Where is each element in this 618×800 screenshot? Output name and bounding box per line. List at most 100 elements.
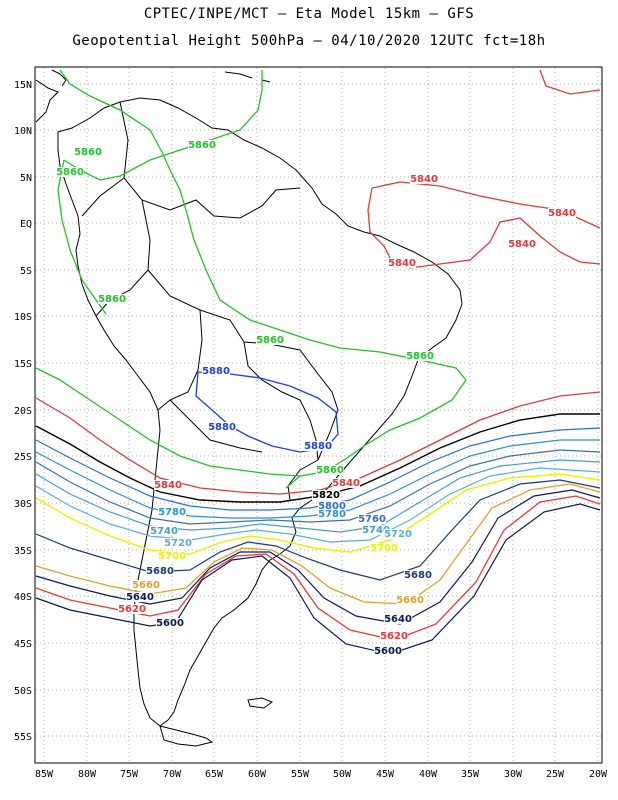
contour-label: 5840 [548,208,576,219]
contour-label-bg [396,595,424,605]
lat-tick-label: EQ [20,219,32,230]
lat-tick-label: 50S [14,686,32,697]
lon-tick-label: 30W [504,769,523,780]
lat-tick-label: 30S [14,499,32,510]
contour-label-bg [146,566,174,576]
lat-tick-label: 45S [14,639,32,650]
lon-tick-label: 75W [120,769,139,780]
latitude-labels: 15N 10N 5N EQ 5S 10S 15S 20S 25S 30S 35S 40S 45S 50S 5… [14,80,32,743]
contour-label: 5600 [156,618,184,629]
contour-label: 5740 [362,525,390,536]
contour-label-bg [158,507,186,517]
contour-label-bg [406,351,434,361]
contour-label-bg [118,604,146,614]
contour-5760 [35,449,601,525]
contour-label: 5860 [98,294,126,305]
lat-tick-label: 10S [14,312,32,323]
contour-label: 5800 [318,501,346,512]
contour-label-bg [318,509,346,519]
contour-label: 5760 [358,514,386,525]
coastline-south-america [57,97,463,727]
contour-label-bg [256,335,284,345]
contour-5820 [35,413,600,503]
contour-label: 5780 [318,509,346,520]
contour-label: 5860 [74,147,102,158]
longitude-labels: 85W 80W 75W 70W 65W 60W 55W 50W 45W 40W 35W 30W 25W 2… [35,769,608,780]
contour-label: 5700 [158,551,186,562]
contour-5620 [35,495,601,641]
contour-label: 5880 [208,422,236,433]
contour-label-bg [156,618,184,628]
lon-tick-label: 85W [35,769,54,780]
contour-label: 5840 [508,239,536,250]
contour-label: 5860 [316,465,344,476]
contour-label-bg [316,465,344,475]
contour-label-bg [312,490,340,500]
coastlines [35,69,463,747]
contour-5600 [35,503,601,655]
map-subtitle: Geopotential Height 500hPa – 04/10/2020 … [72,33,546,49]
contour-5860-north [59,69,467,489]
contour-label-bg [410,174,438,184]
contour-label-bg [384,614,412,624]
contour-label: 5860 [256,335,284,346]
coastline-falklands [247,697,274,709]
contour-label: 5860 [56,167,84,178]
lon-tick-label: 20W [589,769,608,780]
contour-label-bg [388,258,416,268]
contour-label-bg [304,441,332,451]
contour-labels: 5860 5860 5860 5860 5860 5860 5860 5840 5840 5840… [56,140,576,657]
contour-label: 5840 [332,478,360,489]
contour-label: 5620 [380,631,408,642]
lat-tick-label: 5N [20,173,32,184]
contour-label: 5880 [304,441,332,452]
contour-label: 5840 [410,174,438,185]
lat-tick-label: 20S [14,406,32,417]
contour-label-bg [132,580,160,590]
contour-label: 5680 [404,570,432,581]
lon-tick-label: 45W [376,769,395,780]
contour-label: 5840 [388,258,416,269]
contour-label: 5640 [384,614,412,625]
contour-label-bg [370,543,398,553]
contour-5720 [35,467,601,543]
contour-5780 [35,439,600,519]
contour-5640 [35,489,601,625]
contour-label-bg [208,422,236,432]
lon-tick-label: 50W [333,769,352,780]
lon-tick-label: 25W [546,769,565,780]
contour-label-bg [56,167,84,177]
lat-tick-label: 55S [14,732,32,743]
contour-label-bg [150,526,178,536]
contour-label-bg [332,478,360,488]
contour-label: 5840 [154,480,182,491]
contour-label: 5820 [312,490,340,501]
contour-5840-nw [539,69,601,95]
coastline-caribbean-islands [224,71,271,83]
lat-tick-label: 10N [14,126,32,137]
lon-tick-label: 55W [291,769,310,780]
lon-tick-label: 70W [163,769,182,780]
contour-5860-upper [57,70,263,315]
contour-label-bg [404,570,432,580]
contour-label-bg [374,646,402,656]
contour-label-bg [318,501,346,511]
contour-label: 5680 [146,566,174,577]
contour-label: 5660 [396,595,424,606]
contour-label-bg [126,592,154,602]
lon-tick-label: 60W [248,769,267,780]
lat-tick-label: 5S [20,266,32,277]
contour-5680 [35,479,601,581]
lat-tick-label: 15N [14,80,32,91]
lon-tick-label: 65W [205,769,224,780]
contour-5800 [35,427,601,511]
contour-label-bg [158,551,186,561]
contour-label: 5600 [374,646,402,657]
contour-label-bg [154,480,182,490]
contour-label-bg [202,366,230,376]
contour-5860-west [35,367,301,477]
contour-label: 5640 [126,592,154,603]
country-borders [81,101,339,501]
coastline-central-america [35,79,59,123]
